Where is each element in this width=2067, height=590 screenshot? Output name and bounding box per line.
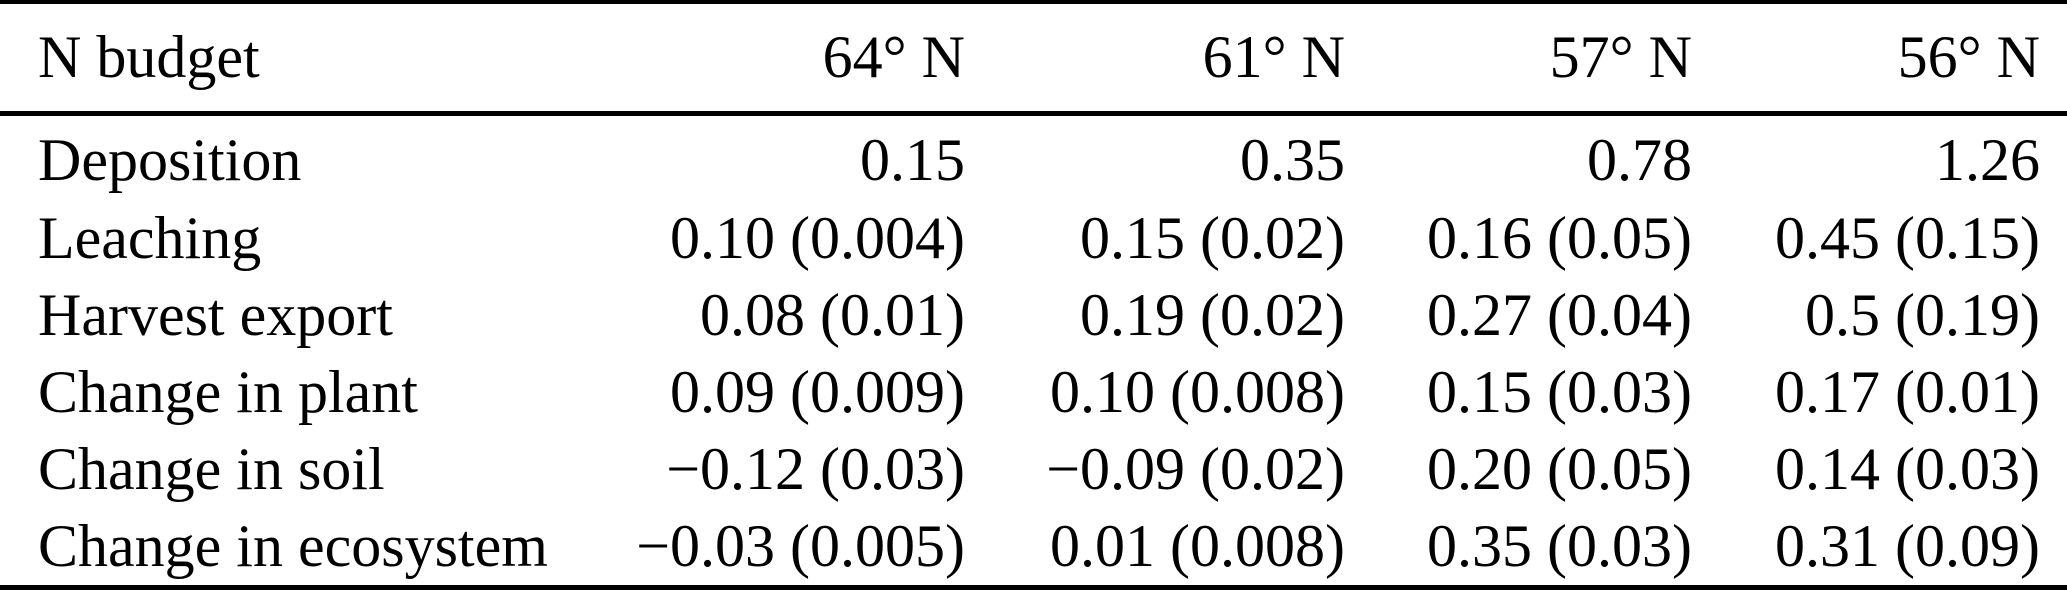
column-header-56n: 56° N bbox=[1897, 24, 2040, 90]
table-row-harvest-export: Harvest export 0.08 (0.01) 0.19 (0.02) 0… bbox=[0, 277, 2067, 354]
row-label: Harvest export bbox=[38, 281, 393, 348]
value-cell: 0.78 bbox=[1587, 127, 1692, 194]
value-cell: −0.09 (0.02) bbox=[1046, 435, 1345, 502]
table-row-leaching: Leaching 0.10 (0.004) 0.15 (0.02) 0.16 (… bbox=[0, 200, 2067, 277]
value-cell: −0.03 (0.005) bbox=[636, 512, 965, 579]
table-row-change-in-plant: Change in plant 0.09 (0.009) 0.10 (0.008… bbox=[0, 354, 2067, 431]
row-label: Leaching bbox=[38, 204, 262, 271]
row-label: Change in soil bbox=[38, 435, 385, 502]
row-label: Deposition bbox=[38, 127, 302, 194]
table-row-change-in-ecosystem: Change in ecosystem −0.03 (0.005) 0.01 (… bbox=[0, 508, 2067, 588]
value-cell: 0.15 bbox=[860, 127, 965, 194]
value-cell: 0.27 (0.04) bbox=[1427, 281, 1692, 348]
value-cell: 0.35 bbox=[1240, 127, 1345, 194]
value-cell: 0.15 (0.02) bbox=[1080, 204, 1345, 271]
value-cell: 0.35 (0.03) bbox=[1427, 512, 1692, 579]
column-header-n-budget: N budget bbox=[38, 24, 260, 90]
table-row-change-in-soil: Change in soil −0.12 (0.03) −0.09 (0.02)… bbox=[0, 431, 2067, 508]
value-cell: 0.08 (0.01) bbox=[700, 281, 965, 348]
value-cell: 0.01 (0.008) bbox=[1050, 512, 1345, 579]
value-cell: 0.19 (0.02) bbox=[1080, 281, 1345, 348]
value-cell: 0.20 (0.05) bbox=[1427, 435, 1692, 502]
value-cell: 0.10 (0.004) bbox=[670, 204, 965, 271]
column-header-57n: 57° N bbox=[1549, 24, 1692, 90]
table-header-row: N budget 64° N 61° N 57° N 56° N bbox=[0, 2, 2067, 114]
row-label: Change in ecosystem bbox=[38, 512, 548, 579]
value-cell: 0.45 (0.15) bbox=[1775, 204, 2040, 271]
value-cell: 0.16 (0.05) bbox=[1427, 204, 1692, 271]
value-cell: 0.5 (0.19) bbox=[1805, 281, 2040, 348]
column-header-61n: 61° N bbox=[1202, 24, 1345, 90]
value-cell: 1.26 bbox=[1935, 127, 2040, 194]
table-row-deposition: Deposition 0.15 0.35 0.78 1.26 bbox=[0, 114, 2067, 200]
row-label: Change in plant bbox=[38, 358, 418, 425]
column-header-64n: 64° N bbox=[822, 24, 965, 90]
value-cell: 0.17 (0.01) bbox=[1775, 358, 2040, 425]
value-cell: 0.31 (0.09) bbox=[1775, 512, 2040, 579]
value-cell: 0.15 (0.03) bbox=[1427, 358, 1692, 425]
value-cell: −0.12 (0.03) bbox=[666, 435, 965, 502]
value-cell: 0.10 (0.008) bbox=[1050, 358, 1345, 425]
value-cell: 0.09 (0.009) bbox=[670, 358, 965, 425]
value-cell: 0.14 (0.03) bbox=[1775, 435, 2040, 502]
